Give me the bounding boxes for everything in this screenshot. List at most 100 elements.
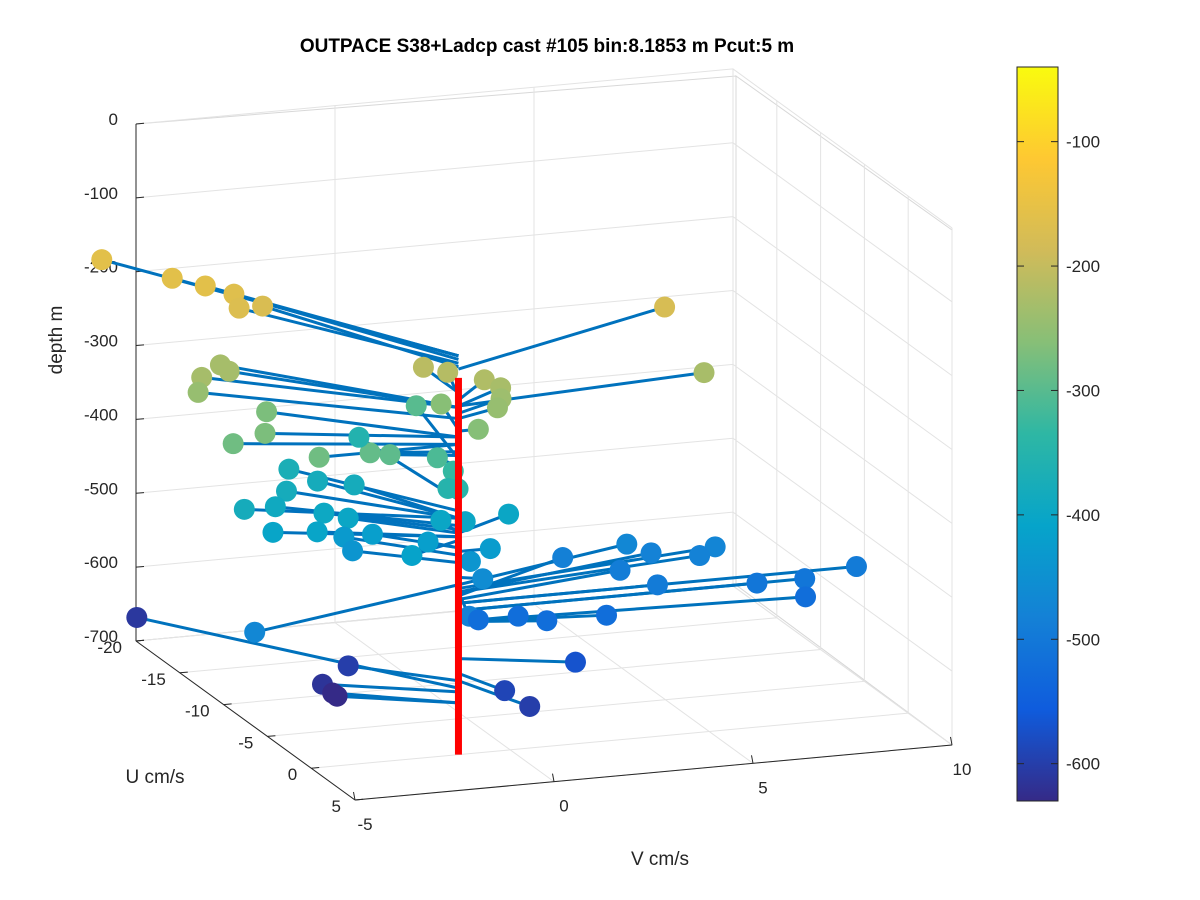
velocity-point <box>326 685 348 707</box>
velocity-point <box>401 544 423 566</box>
velocity-point <box>794 568 816 590</box>
velocity-point <box>264 496 286 518</box>
z-axis-label: depth m <box>46 306 67 375</box>
velocity-stick <box>275 505 459 528</box>
velocity-point <box>337 655 359 677</box>
u-tick-label: -20 <box>97 638 122 657</box>
u-tick <box>354 798 364 801</box>
u-tick-label: -10 <box>185 702 210 721</box>
u-tick <box>135 639 145 642</box>
u-tick <box>267 735 276 737</box>
x-axis-line <box>135 640 356 801</box>
velocity-point <box>161 267 183 289</box>
velocity-stick <box>262 304 459 369</box>
colorbar-tick-label: -400 <box>1066 506 1100 525</box>
v-tick-label: -5 <box>357 815 372 834</box>
colorbar-tick-label: -200 <box>1066 257 1100 276</box>
velocity-point <box>209 354 231 376</box>
velocity-point <box>276 480 297 502</box>
v-tick-label: 5 <box>758 778 767 797</box>
velocity-point <box>693 362 715 384</box>
velocity-point <box>486 397 508 419</box>
u-tick-label: 0 <box>288 765 297 784</box>
velocity-point <box>472 568 494 590</box>
velocity-point <box>704 536 726 558</box>
axes-frame <box>135 124 953 801</box>
velocity-stick <box>457 679 531 708</box>
velocity-stick <box>458 305 666 371</box>
velocity-stick <box>458 545 716 590</box>
velocity-point <box>845 556 867 578</box>
colorbar-tick-label: -500 <box>1066 630 1100 649</box>
velocity-point <box>507 605 529 627</box>
z-tick-label: -100 <box>84 184 118 203</box>
velocity-stick <box>233 442 459 446</box>
u-tick <box>223 703 232 706</box>
v-tick-label: 10 <box>953 760 972 779</box>
velocity-point <box>552 547 574 569</box>
z-tick-label: -400 <box>84 405 118 424</box>
velocity-point <box>746 572 768 594</box>
velocity-point <box>126 606 148 628</box>
velocity-point <box>379 444 401 466</box>
velocity-point <box>467 609 489 631</box>
velocity-point <box>256 401 278 423</box>
velocity-point <box>233 498 255 520</box>
z-tick <box>135 344 145 347</box>
velocity-point <box>437 361 459 383</box>
velocity-point <box>646 574 668 596</box>
velocity-point <box>405 395 427 417</box>
velocity-point <box>244 621 266 643</box>
velocity-point <box>430 393 452 415</box>
tick-marks: 0-100-200-300-400-500-600-700-20-15-10-5… <box>84 110 971 834</box>
v-grid-line <box>334 105 555 783</box>
x-axis-label: U cm/s <box>125 767 184 788</box>
velocity-point <box>308 446 330 468</box>
velocity-point <box>430 509 452 531</box>
velocity-point <box>254 422 276 444</box>
y-axis-line <box>354 744 953 801</box>
velocity-point <box>359 442 381 464</box>
z-tick-label: -500 <box>84 479 118 498</box>
velocity-point <box>228 297 250 319</box>
u-tick-label: -15 <box>141 670 166 689</box>
u-tick-label: 5 <box>332 797 341 816</box>
velocity-point <box>348 426 370 448</box>
velocity-point <box>91 249 113 271</box>
z-tick-label: -700 <box>84 627 118 646</box>
u-tick <box>179 671 188 674</box>
z-tick-label: -300 <box>84 332 118 351</box>
velocity-point <box>616 533 638 555</box>
u-tick <box>311 767 320 769</box>
data-layer <box>91 249 867 755</box>
velocity-point <box>564 651 586 673</box>
velocity-stick <box>458 554 700 594</box>
velocity-stick <box>286 489 459 520</box>
velocity-stick <box>343 535 459 557</box>
velocity-point <box>494 680 516 702</box>
v-tick-label: 0 <box>559 797 568 816</box>
velocity-point <box>252 295 274 317</box>
velocity-point <box>426 447 448 469</box>
velocity-point <box>519 695 541 717</box>
velocity-points <box>91 249 867 717</box>
velocity-point <box>343 474 365 496</box>
velocity-point <box>609 559 631 581</box>
velocity-point <box>187 381 209 403</box>
velocity-point <box>596 604 618 626</box>
velocity-stick <box>254 583 459 634</box>
velocity-point <box>536 610 558 632</box>
z-tick <box>135 196 145 199</box>
velocity-point <box>278 458 300 480</box>
velocity-point <box>307 470 329 492</box>
velocity-stick <box>458 568 621 601</box>
velocity-stick <box>336 694 459 705</box>
velocity-point <box>194 275 216 297</box>
velocity-point <box>337 507 359 529</box>
velocity-point <box>412 356 434 378</box>
velocity-point <box>689 545 711 567</box>
velocity-point <box>654 296 676 318</box>
velocity-stick <box>136 615 459 690</box>
velocity-point <box>437 477 459 499</box>
colorbar-tick-label: -300 <box>1066 381 1100 400</box>
